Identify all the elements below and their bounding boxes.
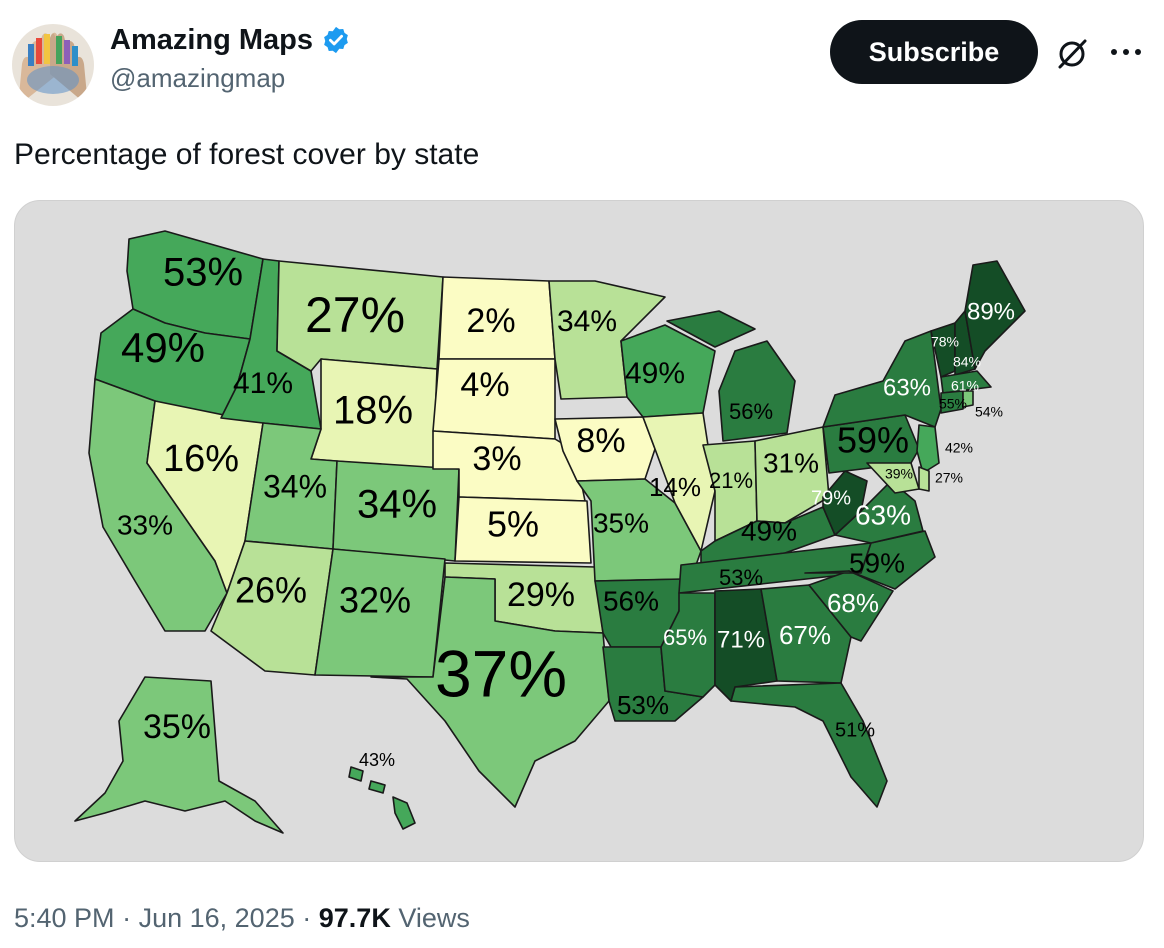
state-nc	[804, 530, 936, 590]
state-label-co: 34%	[357, 483, 437, 527]
state-label-nm: 32%	[339, 580, 411, 621]
state-label-nv: 16%	[163, 438, 239, 480]
state-fl	[730, 682, 888, 808]
state-label-wv: 79%	[811, 487, 851, 509]
views-count: 97.7K	[318, 903, 391, 933]
handle[interactable]: @amazingmap	[110, 63, 286, 93]
state-label-id: 41%	[233, 367, 293, 400]
state-label-ks: 5%	[487, 504, 539, 545]
state-ak	[74, 676, 284, 834]
state-label-nc: 59%	[849, 547, 905, 578]
tweet-media-map[interactable]: 53% 49% 33% 16% 41% 27% 18% 34% 26% 34% 32% 2% 4% 3% 5…	[14, 200, 1144, 862]
meta-separator-1: ·	[122, 903, 132, 933]
verified-badge-icon	[324, 26, 348, 54]
meta-separator-2: ·	[302, 903, 312, 933]
state-label-va: 63%	[855, 499, 911, 530]
views-label: Views	[398, 903, 470, 933]
state-label-mo: 35%	[593, 507, 649, 538]
state-ma	[940, 370, 992, 394]
state-nj	[916, 424, 940, 474]
state-label-ga: 67%	[779, 620, 831, 650]
state-label-wa: 53%	[163, 251, 243, 295]
state-label-ny: 63%	[883, 374, 931, 401]
tweet-header: Amazing Maps @amazingmap Subscribe	[12, 20, 1152, 106]
timestamp-link[interactable]: 5:40 PM · Jun 16, 2025	[14, 903, 295, 933]
state-mi-upper	[666, 310, 756, 348]
us-forest-map: 53%49%33%16%41%27%18%34%26%34%32%2%4%3%5…	[74, 230, 1026, 834]
avatar[interactable]	[12, 24, 94, 106]
state-label-pa: 59%	[837, 420, 909, 461]
state-md	[866, 462, 920, 494]
state-label-wi: 49%	[625, 357, 685, 390]
more-options-icon[interactable]	[1104, 34, 1148, 70]
state-me	[964, 260, 1026, 370]
state-label-ct: 55%	[939, 396, 967, 412]
avatar-hands-map-icon	[12, 24, 94, 106]
tweet-time: 5:40 PM	[14, 903, 115, 933]
tweet-text: Percentage of forest cover by state	[14, 138, 480, 171]
state-label-sd: 4%	[460, 366, 509, 404]
state-label-ri: 54%	[975, 404, 1003, 420]
state-label-il: 14%	[649, 472, 701, 502]
state-hi	[348, 766, 416, 830]
state-label-oh: 31%	[763, 447, 819, 478]
state-label-or: 49%	[121, 324, 205, 371]
state-label-fl: 51%	[835, 719, 875, 741]
state-label-ia: 8%	[576, 422, 625, 460]
state-label-mi: 56%	[729, 399, 773, 424]
state-label-hi: 43%	[359, 750, 395, 770]
state-oh	[754, 426, 830, 524]
state-label-de: 27%	[935, 470, 963, 486]
state-tx	[370, 576, 610, 808]
state-label-in: 21%	[709, 468, 753, 493]
state-label-ms: 65%	[663, 625, 707, 650]
state-label-vt: 78%	[931, 334, 959, 350]
state-label-ak: 35%	[143, 708, 211, 746]
state-label-ar: 56%	[603, 585, 659, 616]
state-label-nh: 84%	[953, 354, 981, 370]
grok-icon[interactable]	[1052, 34, 1092, 74]
state-de	[918, 466, 930, 492]
state-label-tx: 37%	[435, 636, 567, 710]
tweet-date: Jun 16, 2025	[138, 903, 295, 933]
state-label-ca: 33%	[117, 509, 173, 540]
state-label-nj: 42%	[945, 440, 973, 456]
state-ct	[940, 390, 964, 414]
state-ks	[454, 496, 592, 564]
state-label-ma: 61%	[951, 378, 979, 394]
state-label-al: 71%	[717, 626, 765, 653]
user-info: Amazing Maps @amazingmap	[110, 22, 351, 96]
state-label-nd: 2%	[466, 302, 515, 340]
subscribe-button[interactable]: Subscribe	[830, 20, 1038, 84]
state-label-la: 53%	[617, 690, 669, 720]
state-label-ky: 49%	[741, 515, 797, 546]
state-label-ok: 29%	[507, 576, 575, 614]
state-ri	[962, 390, 974, 408]
state-label-ne: 3%	[472, 440, 521, 478]
state-label-mt: 27%	[305, 287, 405, 343]
state-label-wy: 18%	[333, 389, 413, 433]
state-label-sc: 68%	[827, 588, 879, 618]
state-label-me: 89%	[967, 298, 1015, 325]
state-mi	[718, 340, 796, 442]
state-label-tn: 53%	[719, 565, 763, 590]
state-label-md: 39%	[885, 466, 913, 482]
display-name: Amazing Maps	[110, 24, 314, 56]
state-label-az: 26%	[235, 570, 307, 611]
state-label-mn: 34%	[557, 305, 617, 338]
display-name-link[interactable]: Amazing Maps	[110, 22, 351, 58]
tweet-meta: 5:40 PM · Jun 16, 2025 · 97.7K Views	[14, 900, 470, 936]
state-label-ut: 34%	[263, 468, 327, 504]
